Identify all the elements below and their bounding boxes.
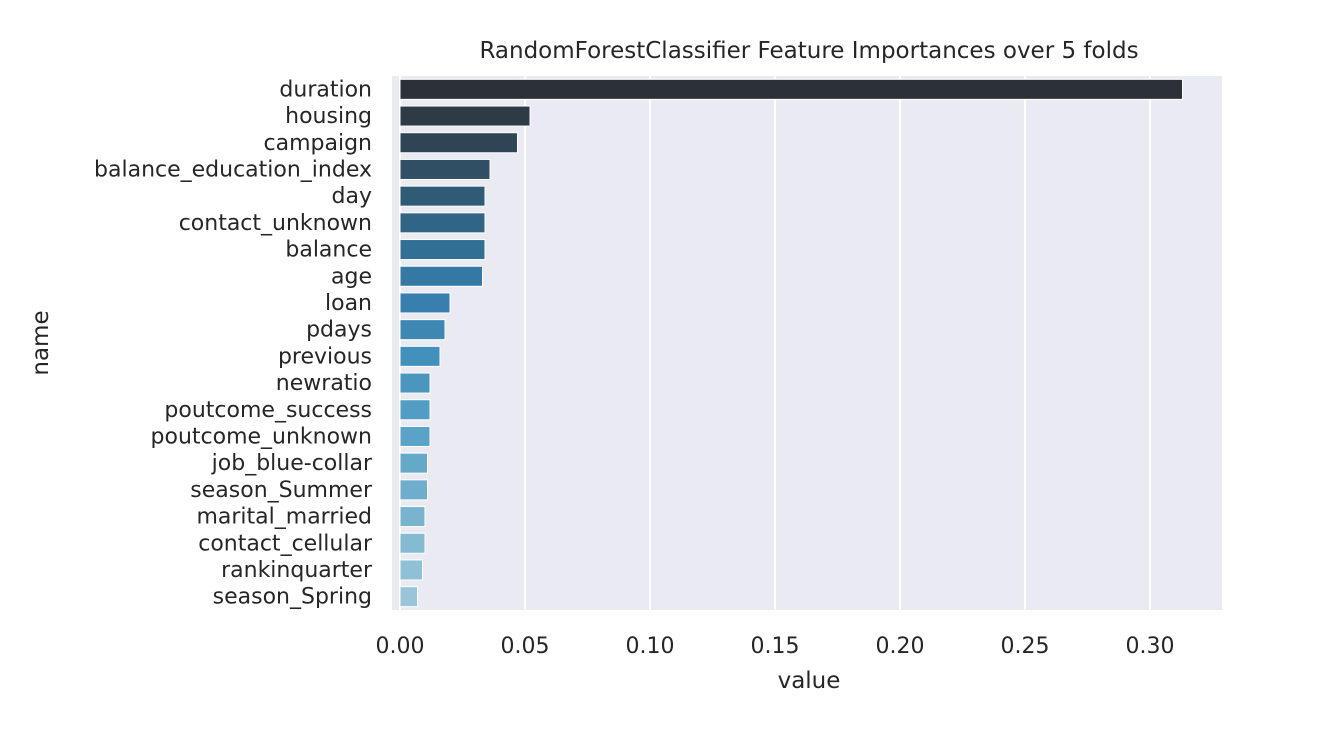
plot-area	[392, 76, 1222, 610]
x-tick-label: 0.10	[626, 634, 675, 659]
x-tick-label: 0.15	[751, 634, 800, 659]
category-label: contact_cellular	[198, 531, 373, 556]
bar-newratio	[399, 372, 431, 394]
category-label: campaign	[264, 131, 372, 156]
bar-previous	[399, 345, 441, 367]
bar-rankinquarter	[399, 559, 423, 581]
category-label: contact_unknown	[179, 211, 372, 236]
bar-balance_education_index	[399, 158, 491, 180]
bar-contact_cellular	[399, 532, 426, 554]
bar-campaign	[399, 132, 518, 154]
chart-title: RandomForestClassifier Feature Importanc…	[479, 38, 1138, 64]
bar-duration	[399, 78, 1183, 100]
category-label: poutcome_success	[164, 398, 372, 423]
category-label: job_blue-collar	[211, 451, 373, 476]
x-tick-label: 0.25	[1001, 634, 1050, 659]
bar-poutcome_success	[399, 399, 431, 421]
category-label: duration	[279, 77, 372, 102]
category-label: poutcome_unknown	[151, 424, 372, 449]
bar-contact_unknown	[399, 212, 486, 234]
x-tick-label: 0.20	[876, 634, 925, 659]
grid-lines	[399, 76, 1151, 610]
category-label: pdays	[306, 318, 372, 343]
category-label: season_Summer	[190, 478, 373, 503]
bars-group	[399, 78, 1183, 608]
bar-job_blue-collar	[399, 452, 428, 474]
category-labels: durationhousingcampaignbalance_education…	[94, 77, 373, 609]
bar-day	[399, 185, 486, 207]
bar-age	[399, 265, 483, 287]
x-tick-labels: 0.00 0.05 0.10 0.15 0.20 0.25 0.30	[376, 634, 1175, 659]
bar-pdays	[399, 319, 446, 341]
category-label: rankinquarter	[221, 558, 373, 583]
category-label: balance	[285, 238, 372, 263]
bar-housing	[399, 105, 531, 127]
bar-season_Spring	[399, 586, 418, 608]
x-tick-label: 0.00	[376, 634, 425, 659]
category-label: housing	[285, 104, 372, 129]
category-label: season_Spring	[213, 585, 372, 610]
bar-season_Summer	[399, 479, 428, 501]
bar-poutcome_unknown	[399, 425, 431, 447]
x-tick-label: 0.30	[1126, 634, 1175, 659]
category-label: newratio	[276, 371, 372, 396]
category-label: balance_education_index	[94, 157, 372, 182]
category-label: day	[332, 184, 372, 209]
bar-marital_married	[399, 506, 426, 528]
bar-balance	[399, 239, 486, 261]
bar-loan	[399, 292, 451, 314]
x-axis-title: value	[778, 668, 841, 694]
category-label: previous	[278, 344, 372, 369]
category-label: age	[331, 264, 372, 289]
x-tick-label: 0.05	[501, 634, 550, 659]
y-axis-title: name	[28, 310, 54, 375]
category-label: loan	[325, 291, 372, 316]
category-label: marital_married	[196, 505, 372, 530]
